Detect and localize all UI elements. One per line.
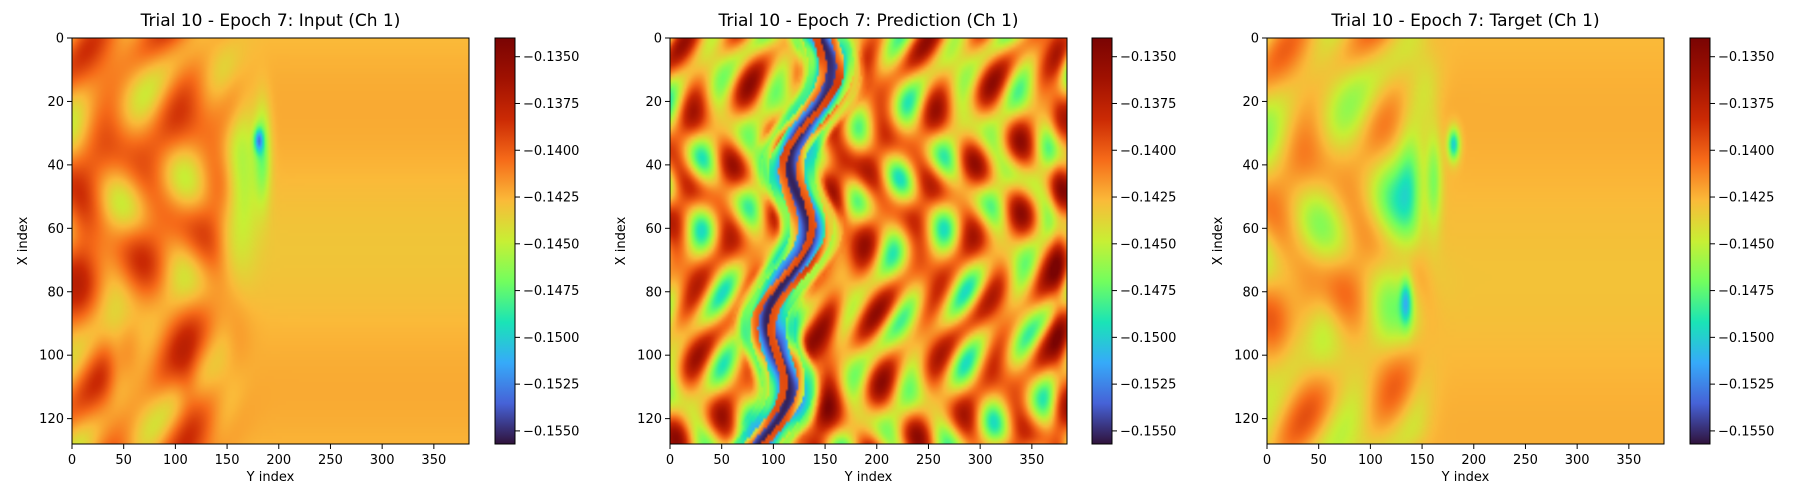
colorbar (1689, 37, 1711, 445)
colorbar-tick-label: −0.1375 (1120, 97, 1176, 112)
colorbar-tick-label: −0.1500 (1718, 331, 1774, 346)
colorbar-tick-label: −0.1475 (523, 284, 579, 299)
y-tick-label: 20 (47, 95, 64, 110)
colorbar-tick-label: −0.1550 (1718, 424, 1774, 439)
x-tick-label: 200 (864, 453, 889, 468)
x-tick-label: 200 (1461, 453, 1486, 468)
x-tick-label: 150 (813, 453, 838, 468)
x-tick-label: 300 (968, 453, 993, 468)
colorbar-tick-label: −0.1400 (1120, 144, 1176, 159)
x-tick-label: 250 (1513, 453, 1538, 468)
y-tick-label: 0 (56, 32, 64, 47)
y-tick-label: 120 (1234, 412, 1259, 427)
x-tick-label: 250 (318, 453, 343, 468)
panel-title: Trial 10 - Epoch 7: Prediction (Ch 1) (717, 11, 1018, 31)
x-tick-label: 50 (115, 453, 132, 468)
y-tick-label: 100 (637, 349, 662, 364)
x-tick-label: 50 (1310, 453, 1327, 468)
panel-title: Trial 10 - Epoch 7: Input (Ch 1) (140, 11, 401, 31)
y-tick-label: 0 (654, 32, 662, 47)
colorbar-tick-label: −0.1450 (1120, 237, 1176, 252)
y-tick-label: 100 (39, 349, 64, 364)
x-tick-label: 150 (1410, 453, 1435, 468)
panels-root: Trial 10 - Epoch 7: Input (Ch 1) 0 50 100 15… (16, 11, 1774, 485)
y-tick-label: 60 (1242, 222, 1259, 237)
heatmap-panel-3: Trial 10 - Epoch 7: Target (Ch 1) 0 50 100 1… (1211, 11, 1774, 485)
y-tick-label: 80 (47, 285, 64, 300)
x-tick-label: 100 (1358, 453, 1383, 468)
y-tick-label: 20 (645, 95, 662, 110)
x-tick-label: 0 (68, 453, 76, 468)
colorbar-tick-label: −0.1400 (1718, 144, 1774, 159)
x-tick-label: 300 (1565, 453, 1590, 468)
axes-frame (71, 37, 470, 445)
colorbar-tick-label: −0.1450 (1718, 237, 1774, 252)
x-tick-label: 100 (163, 453, 188, 468)
heatmap-image (670, 38, 1067, 444)
colorbar-tick-label: −0.1525 (1718, 378, 1774, 393)
colorbar-tick-label: −0.1375 (1718, 97, 1774, 112)
heatmap-image (72, 38, 469, 444)
colorbar-tick-label: −0.1375 (523, 97, 579, 112)
y-tick-label: 120 (637, 412, 662, 427)
y-tick-label: 40 (645, 158, 662, 173)
heatmap-panel-1: Trial 10 - Epoch 7: Input (Ch 1) 0 50 100 15… (16, 11, 579, 485)
colorbar-tick-label: −0.1350 (1718, 50, 1774, 65)
colorbar (1091, 37, 1113, 445)
colorbar-tick-label: −0.1550 (523, 424, 579, 439)
y-tick-label: 40 (1242, 158, 1259, 173)
colorbar-tick-label: −0.1475 (1718, 284, 1774, 299)
axes-frame (1266, 37, 1665, 445)
heatmap-image (1267, 38, 1664, 444)
colorbar-tick-label: −0.1525 (523, 378, 579, 393)
x-tick-label: 50 (713, 453, 730, 468)
x-tick-label: 200 (266, 453, 291, 468)
y-tick-label: 60 (47, 222, 64, 237)
y-axis-label: X index (1211, 216, 1226, 265)
y-tick-label: 0 (1251, 32, 1259, 47)
x-tick-label: 150 (215, 453, 240, 468)
x-tick-label: 300 (370, 453, 395, 468)
y-tick-label: 20 (1242, 95, 1259, 110)
colorbar-tick-label: −0.1500 (523, 331, 579, 346)
x-axis-label: Y index (1441, 470, 1490, 485)
colorbar-tick-label: −0.1400 (523, 144, 579, 159)
y-axis-label: X index (614, 216, 629, 265)
colorbar (494, 37, 516, 445)
x-tick-label: 350 (1616, 453, 1641, 468)
y-tick-label: 80 (645, 285, 662, 300)
x-tick-label: 0 (1263, 453, 1271, 468)
colorbar-tick-label: −0.1350 (1120, 50, 1176, 65)
x-tick-label: 0 (666, 453, 674, 468)
y-tick-label: 120 (39, 412, 64, 427)
colorbar-tick-label: −0.1350 (523, 50, 579, 65)
colorbar-tick-label: −0.1425 (1120, 191, 1176, 206)
x-axis-label: Y index (246, 470, 295, 485)
x-axis-label: Y index (844, 470, 893, 485)
x-tick-label: 350 (421, 453, 446, 468)
panel-title: Trial 10 - Epoch 7: Target (Ch 1) (1330, 11, 1599, 31)
x-tick-label: 250 (916, 453, 941, 468)
x-tick-label: 350 (1019, 453, 1044, 468)
colorbar-tick-label: −0.1550 (1120, 424, 1176, 439)
y-axis-label: X index (16, 216, 31, 265)
x-tick-label: 100 (761, 453, 786, 468)
colorbar-tick-label: −0.1475 (1120, 284, 1176, 299)
y-tick-label: 100 (1234, 349, 1259, 364)
axes-frame (669, 37, 1068, 445)
y-tick-label: 80 (1242, 285, 1259, 300)
colorbar-tick-label: −0.1450 (523, 237, 579, 252)
y-tick-label: 60 (645, 222, 662, 237)
y-tick-label: 40 (47, 158, 64, 173)
colorbar-tick-label: −0.1525 (1120, 378, 1176, 393)
colorbar-tick-label: −0.1425 (523, 191, 579, 206)
colorbar-tick-label: −0.1500 (1120, 331, 1176, 346)
heatmap-panel-2: Trial 10 - Epoch 7: Prediction (Ch 1) 0 50… (614, 11, 1176, 485)
colorbar-tick-label: −0.1425 (1718, 191, 1774, 206)
